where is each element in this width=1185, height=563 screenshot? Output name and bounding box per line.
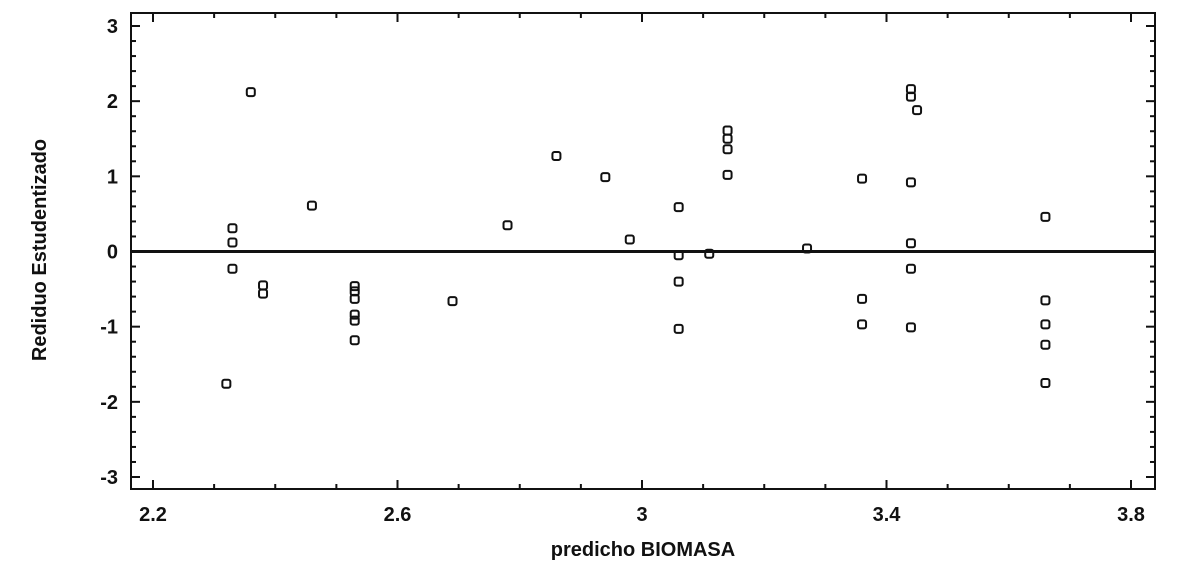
y-tick-label: -3	[100, 467, 118, 489]
data-point	[551, 151, 562, 162]
data-point	[857, 173, 868, 184]
data-point	[221, 378, 232, 389]
data-points	[221, 84, 1051, 389]
data-point	[673, 276, 684, 287]
data-point	[722, 144, 733, 155]
data-point	[722, 169, 733, 180]
data-point	[905, 322, 916, 333]
data-point	[1040, 339, 1051, 350]
y-tick-label: -1	[100, 317, 118, 339]
axis-ticks	[131, 13, 1155, 489]
data-point	[227, 263, 238, 274]
data-point	[349, 309, 360, 320]
data-point	[227, 223, 238, 234]
data-point	[802, 243, 813, 254]
data-point	[905, 263, 916, 274]
data-point	[1040, 295, 1051, 306]
x-tick-label: 3	[636, 504, 647, 526]
data-point	[624, 234, 635, 245]
y-axis-title: Rediduo Estudentizado	[29, 139, 51, 361]
data-point	[349, 335, 360, 346]
data-point	[1040, 211, 1051, 222]
data-point	[722, 125, 733, 136]
data-point	[905, 238, 916, 249]
data-point	[912, 105, 923, 116]
data-point	[704, 248, 715, 259]
data-point	[227, 237, 238, 248]
x-tick-labels: 2.2 2.6 3 3.4 3.8	[139, 504, 1145, 526]
y-tick-labels: -3 -2 -1 0 1 2 3	[100, 16, 118, 489]
data-point	[857, 293, 868, 304]
x-tick-label: 2.2	[139, 504, 167, 526]
data-point	[502, 220, 513, 231]
data-point	[1040, 319, 1051, 330]
data-point	[245, 87, 256, 98]
data-point	[349, 315, 360, 326]
y-tick-label: 0	[107, 242, 118, 264]
data-point	[1040, 378, 1051, 389]
data-point	[673, 323, 684, 334]
y-tick-label: -2	[100, 392, 118, 414]
data-point	[673, 202, 684, 213]
data-point	[258, 288, 269, 299]
data-point	[258, 280, 269, 291]
data-point	[447, 296, 458, 307]
y-tick-label: 1	[107, 166, 118, 188]
x-tick-label: 3.4	[873, 504, 902, 526]
data-point	[905, 91, 916, 102]
data-point	[349, 293, 360, 304]
data-point	[306, 200, 317, 211]
data-point	[600, 172, 611, 183]
x-tick-label: 2.6	[384, 504, 412, 526]
x-tick-label: 3.8	[1117, 504, 1145, 526]
y-tick-label: 2	[107, 91, 118, 113]
data-point	[905, 177, 916, 188]
data-point	[349, 281, 360, 292]
y-tick-label: 3	[107, 16, 118, 38]
data-point	[857, 319, 868, 330]
data-point	[722, 133, 733, 144]
data-point	[673, 250, 684, 261]
x-axis-title: predicho BIOMASA	[551, 539, 735, 561]
